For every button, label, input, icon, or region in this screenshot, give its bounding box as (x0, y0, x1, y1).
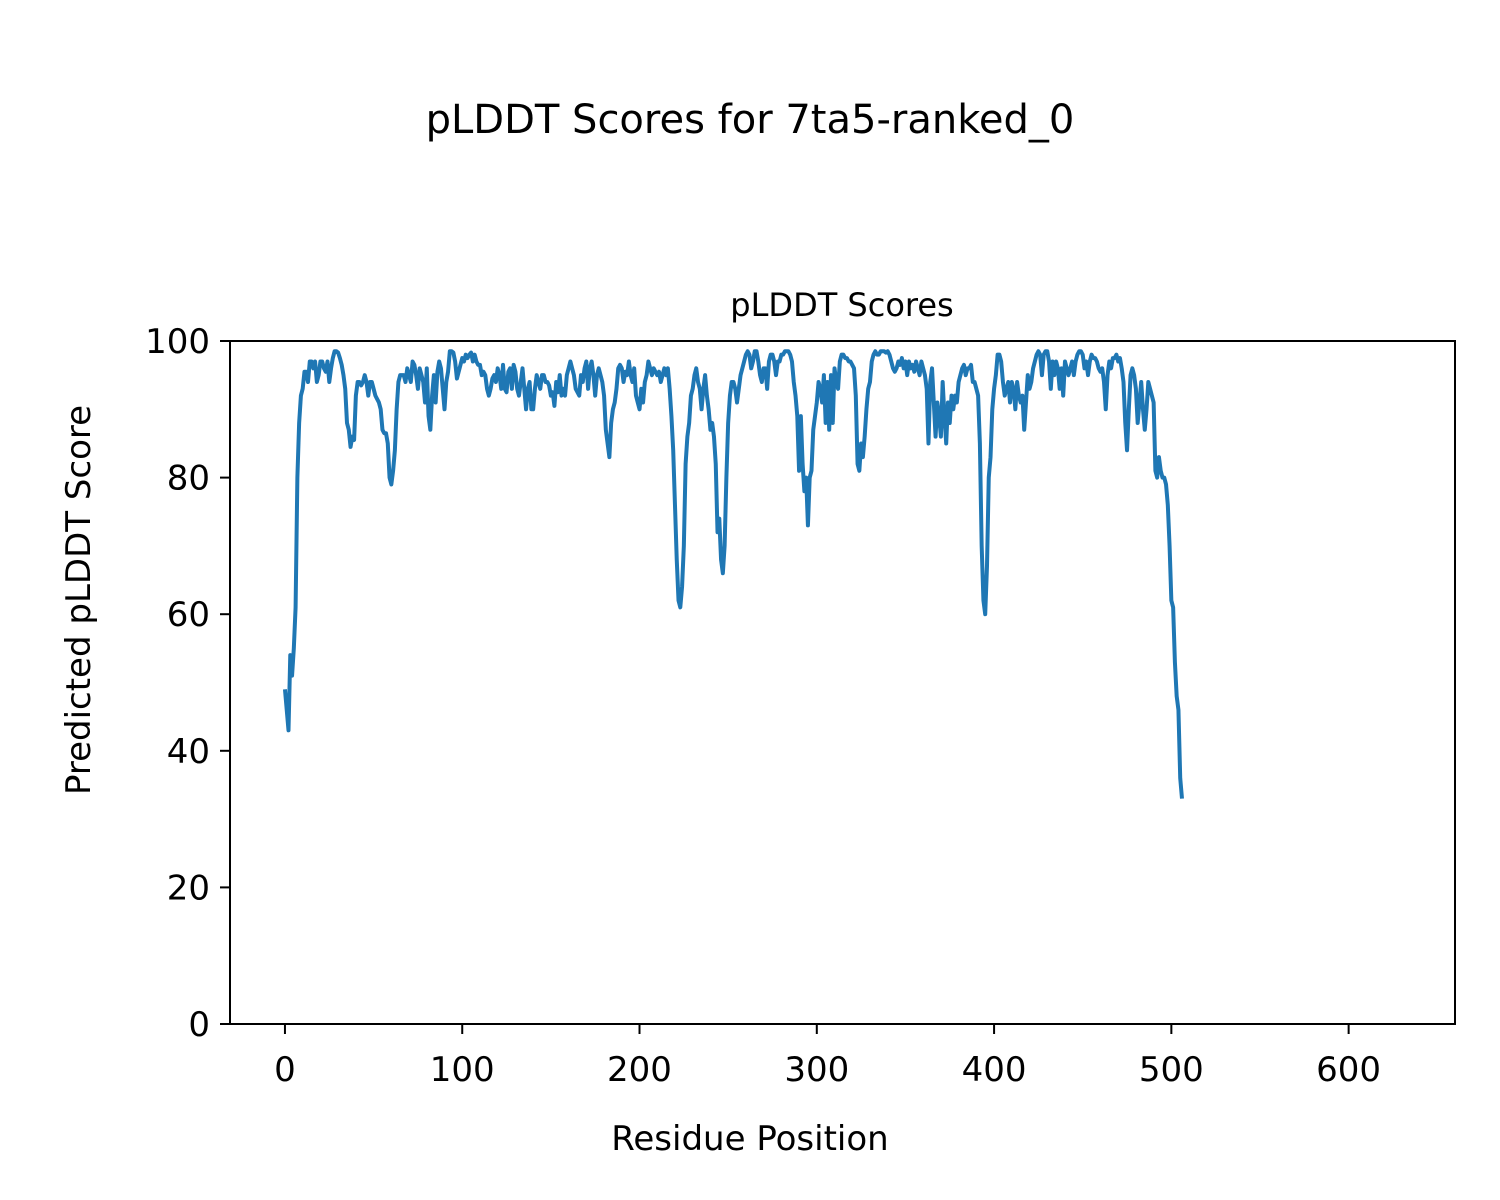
y-tick-label: 40 (167, 732, 210, 772)
x-tick-label: 300 (784, 1050, 849, 1090)
plddt-series-line (282, 349, 1184, 799)
x-axis-ticks: 0 100 200 300 400 500 600 (274, 1024, 1381, 1090)
x-tick-label: 200 (607, 1050, 672, 1090)
plot-frame (229, 340, 1456, 1025)
y-tick-label: 60 (167, 595, 210, 635)
y-tick-label: 80 (167, 459, 210, 499)
y-tick-label: 100 (145, 322, 210, 362)
x-axis-label: Residue Position (611, 1119, 888, 1159)
x-tick-label: 0 (274, 1050, 296, 1090)
plot-area: 0 100 200 300 400 500 600 0 20 40 60 80 100 (145, 322, 1456, 1090)
y-tick-label: 0 (188, 1005, 210, 1045)
x-tick-label: 600 (1316, 1050, 1381, 1090)
x-tick-label: 100 (430, 1050, 495, 1090)
x-tick-label: 400 (962, 1050, 1027, 1090)
axes-title: pLDDT Scores (730, 286, 953, 324)
series-layer (282, 349, 1184, 799)
y-axis-label: Predicted pLDDT Score (59, 405, 99, 795)
y-axis-ticks: 0 20 40 60 80 100 (145, 322, 230, 1045)
x-tick-label: 500 (1139, 1050, 1204, 1090)
figure-suptitle: pLDDT Scores for 7ta5-ranked_0 (426, 97, 1075, 143)
y-tick-label: 20 (167, 868, 210, 908)
